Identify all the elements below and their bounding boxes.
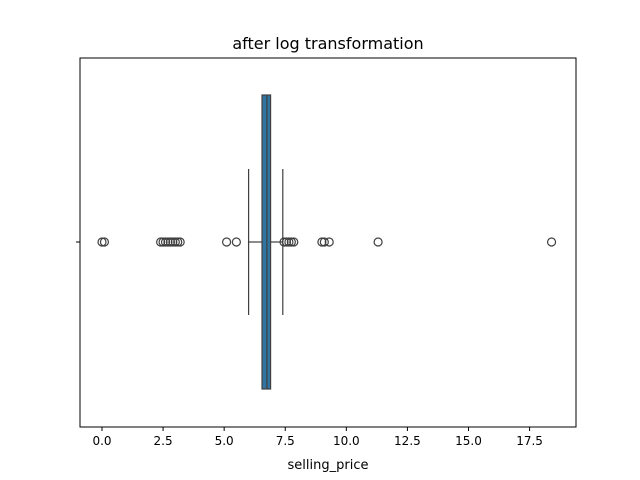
x-tick-label: 0.0 <box>92 434 111 448</box>
outlier-point <box>289 237 299 247</box>
plot-area <box>97 94 557 390</box>
outlier-point <box>317 237 327 247</box>
outlier-point <box>286 237 296 247</box>
outlier-point <box>279 237 289 247</box>
outlier-point <box>156 237 166 247</box>
outlier-point <box>163 237 173 247</box>
outlier-point <box>222 237 232 247</box>
x-tick-label: 15.0 <box>455 434 482 448</box>
outlier-point <box>158 237 168 247</box>
outlier-point <box>168 237 178 247</box>
outlier-point <box>99 237 110 247</box>
outlier-point <box>546 237 557 247</box>
x-tick-label: 12.5 <box>394 434 421 448</box>
outlier-point <box>165 237 176 247</box>
x-tick-label: 17.5 <box>516 434 543 448</box>
outlier-point <box>281 237 292 247</box>
outlier-point <box>160 237 171 247</box>
outlier-point <box>231 237 241 247</box>
x-tick-label: 10.0 <box>333 434 360 448</box>
outlier-point <box>373 237 383 247</box>
chart-title: after log transformation <box>232 34 423 53</box>
x-axis-label: selling_price <box>288 458 369 473</box>
outlier-point <box>170 237 180 247</box>
outlier-point <box>319 237 329 247</box>
x-tick-label: 7.5 <box>276 434 295 448</box>
x-axis: 0.0 2.5 5.0 7.5 10.0 12.5 15.0 17.5 <box>76 241 543 448</box>
outlier-point <box>175 237 185 247</box>
x-tick-label: 2.5 <box>154 434 173 448</box>
x-tick-label: 5.0 <box>215 434 234 448</box>
box-iqr <box>261 94 272 390</box>
outlier-point <box>284 237 294 247</box>
outlier-point <box>324 237 334 247</box>
outlier-point <box>97 237 107 247</box>
outlier-point <box>173 237 183 247</box>
